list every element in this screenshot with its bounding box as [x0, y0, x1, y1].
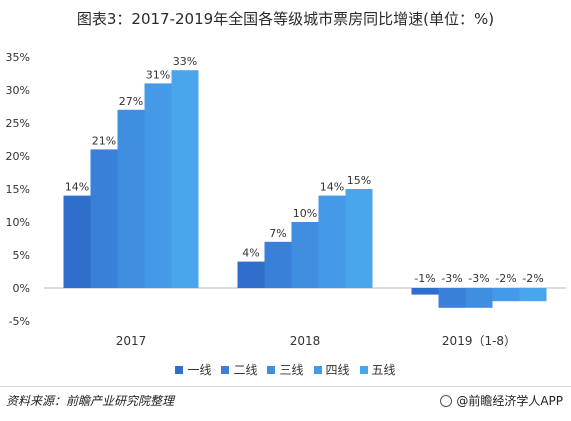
y-tick-label: 10% [6, 216, 30, 229]
y-tick-label: -5% [9, 315, 30, 328]
legend-swatch [221, 365, 230, 374]
y-tick-label: 20% [6, 150, 30, 163]
y-tick-label: 0% [13, 282, 30, 295]
legend-label: 一线 [187, 363, 212, 377]
data-label: 14% [320, 181, 344, 194]
y-axis: 35% 30% 25% 20% 15% 10% 5% 0% -5% [6, 51, 30, 328]
legend-label: 四线 [325, 363, 350, 377]
bar [117, 109, 145, 288]
bar [171, 70, 199, 288]
bar [318, 195, 346, 288]
y-tick-label: 5% [13, 249, 30, 262]
x-axis: 2017 2018 2019（1-8） [116, 334, 516, 348]
y-tick-label: 35% [6, 51, 30, 64]
legend-item: 四线 [313, 361, 350, 378]
legend-item: 三线 [267, 361, 304, 378]
data-label: 31% [146, 68, 170, 81]
legend-swatch [359, 365, 368, 374]
brand-label: @前瞻经济学人APP [456, 394, 563, 408]
legend-item: 五线 [359, 361, 396, 378]
source-note: 资料来源：前瞻产业研究院整理 [6, 394, 175, 408]
bar [264, 241, 292, 288]
bar [438, 288, 466, 308]
legend-swatch [267, 365, 276, 374]
data-label: -3% [441, 272, 462, 285]
y-tick-label: 30% [6, 84, 30, 97]
bar [237, 261, 265, 288]
data-label: 21% [92, 134, 116, 147]
bar [345, 189, 373, 288]
bar [63, 195, 91, 288]
y-tick-label: 25% [6, 117, 30, 130]
legend-swatch [175, 365, 184, 374]
data-label: 15% [347, 174, 371, 187]
data-label: 33% [173, 55, 197, 68]
bar [90, 149, 118, 288]
chart-title: 图表3：2017-2019年全国各等级城市票房同比增速(单位：%) [76, 10, 495, 28]
data-label: -1% [414, 272, 435, 285]
legend-swatch [313, 365, 322, 374]
legend-label: 三线 [279, 363, 304, 377]
brand-logo-icon [440, 394, 453, 407]
legend: 一线 二线 三线 四线 五线 [0, 361, 571, 378]
data-label: -3% [468, 272, 489, 285]
bar-chart: 35% 30% 25% 20% 15% 10% 5% 0% -5% 14% 21% 27% 31%33… [6, 51, 566, 348]
bar [411, 288, 439, 295]
legend-item: 二线 [221, 361, 257, 378]
bar [291, 222, 319, 288]
bar [492, 288, 520, 302]
legend-item: 一线 [175, 361, 211, 378]
data-label: 7% [269, 227, 286, 240]
legend-label: 二线 [233, 363, 258, 377]
legend-label: 五线 [371, 363, 396, 377]
data-label: -2% [522, 272, 543, 285]
data-labels-group: 14%21%27%31%33%4%7%10%14%15%-1% -3% -3% -2%… [65, 55, 544, 285]
data-label: -2% [495, 272, 516, 285]
bar [144, 83, 172, 289]
x-tick-label: 2018 [290, 334, 321, 348]
x-tick-label: 2019（1-8） [442, 334, 516, 348]
data-label: 27% [119, 95, 143, 108]
data-label: 14% [65, 181, 89, 194]
bar [465, 288, 493, 308]
footer-divider [0, 386, 571, 387]
bars-group [63, 70, 547, 308]
data-label: 4% [242, 247, 259, 260]
data-label: 10% [293, 207, 317, 220]
y-tick-label: 15% [6, 183, 30, 196]
x-tick-label: 2017 [116, 334, 147, 348]
bar [519, 288, 547, 302]
brand: @前瞻经济学人APP [440, 392, 563, 409]
